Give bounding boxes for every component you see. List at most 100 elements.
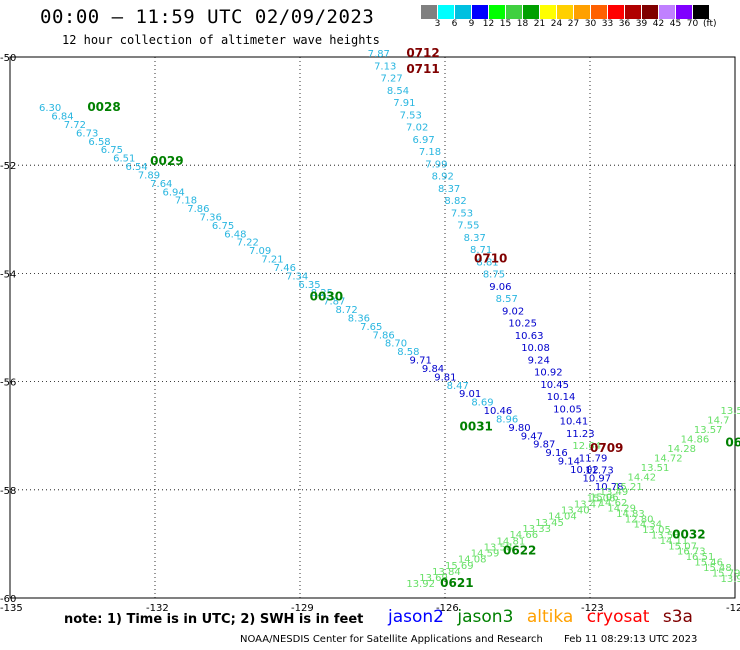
swh-value-label: 7.34	[286, 271, 308, 282]
lon-tick-label: -126	[436, 603, 459, 614]
pass-time-label: 0711	[406, 62, 439, 76]
swh-value-label: 8.72	[335, 305, 357, 316]
lat-tick-label: -54	[0, 269, 16, 280]
color-scale-labels: 3 6 9 12 15 18 21 24 27 30 33 36 39 42 45 70 (ft)	[421, 19, 717, 29]
swh-value-label: 7.18	[419, 147, 441, 158]
swh-value-label: 7.64	[150, 179, 172, 190]
swh-value-label: 7.27	[380, 74, 402, 85]
swh-value-label: 10.41	[560, 417, 589, 428]
swh-value-label: 14.04	[548, 512, 577, 523]
swh-value-label: 8.82	[444, 196, 466, 207]
swh-value-label: 13.40	[561, 506, 590, 517]
swh-value-label: 14.83	[616, 509, 645, 520]
swh-value-label: 13.5	[721, 406, 740, 417]
color-scale-label: 18	[516, 19, 529, 29]
swh-value-label: 9.14	[558, 457, 580, 468]
swh-value-label: 7.46	[274, 263, 296, 274]
color-swatch	[693, 5, 710, 19]
swh-value-label: 6.51	[113, 154, 135, 165]
swh-value-label: 12.80	[625, 514, 654, 525]
swh-value-label: 7.21	[261, 255, 283, 266]
swh-value-label: 7.02	[406, 123, 428, 134]
pass-time-label: 0029	[150, 154, 183, 168]
swh-value-label: 7.86	[187, 204, 209, 215]
swh-value-label: 10.02	[570, 465, 599, 476]
swh-value-label: 13.96	[721, 574, 740, 585]
lon-tick-label: -120	[726, 603, 740, 614]
color-scale-label: 9	[468, 19, 475, 29]
swh-value-label: 13.49	[600, 487, 629, 498]
swh-value-label: 14.29	[607, 503, 636, 514]
swh-value-label: 6.35	[298, 280, 320, 291]
legend-jason2: jason2	[388, 607, 444, 627]
swh-value-label: 13.58	[484, 542, 513, 553]
swh-value-label: 14.7	[707, 416, 729, 427]
swh-value-label: 8.81	[476, 257, 498, 268]
swh-value-label: 14.62	[599, 498, 628, 509]
swh-value-label: 14.86	[681, 434, 710, 445]
color-swatch	[642, 5, 659, 19]
footnote: note: 1) Time is in UTC; 2) SWH is in fe…	[64, 612, 364, 627]
swh-value-label: 13.47	[574, 499, 603, 510]
color-swatch	[591, 5, 608, 19]
swh-value-label: 7.89	[138, 170, 160, 181]
color-scale-label: 24	[550, 19, 563, 29]
swh-value-label: 10.25	[508, 319, 537, 330]
footer-credit: NOAA/NESDIS Center for Satellite Applica…	[240, 634, 543, 645]
swh-value-label: 10.14	[547, 392, 576, 403]
swh-value-label: 9.02	[502, 306, 524, 317]
pass-time-label: 0032	[672, 527, 705, 541]
swh-value-label: 10.97	[582, 473, 611, 484]
page-subtitle: 12 hour collection of altimeter wave hei…	[62, 33, 380, 47]
swh-value-label: 7.91	[393, 98, 415, 109]
color-scale-label: 33	[601, 19, 614, 29]
swh-value-label: 7.22	[237, 238, 259, 249]
swh-value-label: 6.75	[101, 145, 123, 156]
swh-value-label: 13.33	[522, 524, 551, 535]
color-scale-label: 21	[533, 19, 546, 29]
color-swatch	[540, 5, 557, 19]
swh-value-label: 15.79	[712, 568, 740, 579]
swh-value-label: 7.86	[373, 330, 395, 341]
swh-value-label: 14.11	[660, 536, 689, 547]
swh-value-label: 6.84	[51, 112, 73, 123]
lat-tick-label: -52	[0, 161, 16, 172]
swh-value-label: 8.75	[483, 270, 505, 281]
swh-value-label: 14.59	[471, 549, 500, 560]
color-swatch	[608, 5, 625, 19]
swh-value-label: 8.96	[496, 414, 518, 425]
pass-time-label: 0709	[590, 441, 623, 455]
color-swatch	[523, 5, 540, 19]
swh-value-label: 8.92	[432, 172, 454, 183]
swh-value-label: 11.79	[579, 453, 608, 464]
color-swatch	[506, 5, 523, 19]
color-scale-label: 6	[451, 19, 458, 29]
swh-value-label: 6.48	[224, 229, 246, 240]
color-swatch	[472, 5, 489, 19]
color-scale-label: 42	[652, 19, 665, 29]
color-scale-label: 30	[584, 19, 597, 29]
footer-timestamp: Feb 11 08:29:13 UTC 2023	[564, 634, 698, 645]
swh-value-label: 8.25	[311, 288, 333, 299]
color-scale-label: 70	[686, 19, 699, 29]
swh-value-label: 9.01	[459, 389, 481, 400]
swh-value-label: 10.63	[515, 331, 544, 342]
lat-tick-label: -50	[0, 53, 16, 64]
swh-value-label: 16.73	[677, 547, 706, 558]
map-frame	[9, 56, 736, 599]
swh-value-label: 10.46	[484, 406, 513, 417]
color-swatch	[489, 5, 506, 19]
color-swatch	[455, 5, 472, 19]
swh-value-label: 14.08	[458, 555, 487, 566]
swh-value-label: 9.24	[528, 355, 550, 366]
swh-value-label: 13.57	[694, 425, 723, 436]
swh-value-label: 7.99	[425, 159, 447, 170]
color-scale-label: 45	[669, 19, 682, 29]
swh-value-label: 8.70	[385, 339, 407, 350]
color-scale-label: 39	[635, 19, 648, 29]
swh-value-label: 7.09	[249, 246, 271, 257]
pass-time-label: 0622	[503, 544, 536, 558]
swh-value-label: 9.87	[533, 440, 555, 451]
lon-tick-label: -129	[291, 603, 314, 614]
swh-value-label: 9.80	[508, 423, 530, 434]
